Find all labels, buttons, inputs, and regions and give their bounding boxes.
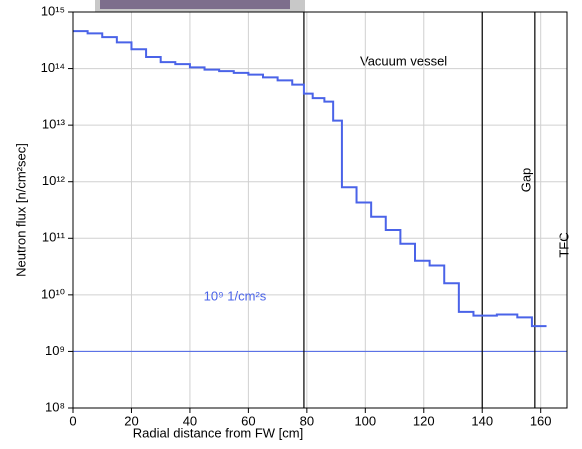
x-tick-label: 0 — [69, 413, 76, 428]
y-tick-label: 10¹⁰ — [41, 286, 65, 301]
reference-label: 10⁹ 1/cm²s — [204, 288, 267, 303]
x-tick-label: 160 — [530, 413, 552, 428]
y-tick-label: 10¹⁵ — [41, 3, 65, 18]
inset-image-shape — [100, 0, 290, 9]
data-line — [73, 30, 547, 328]
x-tick-label: 60 — [241, 413, 255, 428]
y-tick-label: 10¹⁴ — [41, 60, 65, 75]
x-axis-label: Radial distance from FW [cm] — [133, 425, 304, 440]
x-tick-label: 140 — [471, 413, 493, 428]
y-axis-label: Neutron flux [n/cm²sec] — [13, 143, 28, 277]
x-tick-label: 40 — [183, 413, 197, 428]
x-tick-label: 80 — [300, 413, 314, 428]
y-tick-label: 10¹² — [42, 173, 66, 188]
plot-frame — [72, 11, 568, 409]
y-tick-label: 10⁹ — [45, 343, 65, 358]
y-tick-label: 10⁸ — [45, 399, 65, 414]
x-tick-label: 20 — [124, 413, 138, 428]
y-tick-label: 10¹³ — [42, 117, 66, 132]
annotation: TFC — [556, 232, 571, 257]
annotation: Vacuum vessel — [360, 53, 447, 68]
x-tick-label: 120 — [413, 413, 435, 428]
x-tick-label: 100 — [354, 413, 376, 428]
annotation: Gap — [518, 168, 533, 193]
y-tick-label: 10¹¹ — [42, 230, 66, 245]
